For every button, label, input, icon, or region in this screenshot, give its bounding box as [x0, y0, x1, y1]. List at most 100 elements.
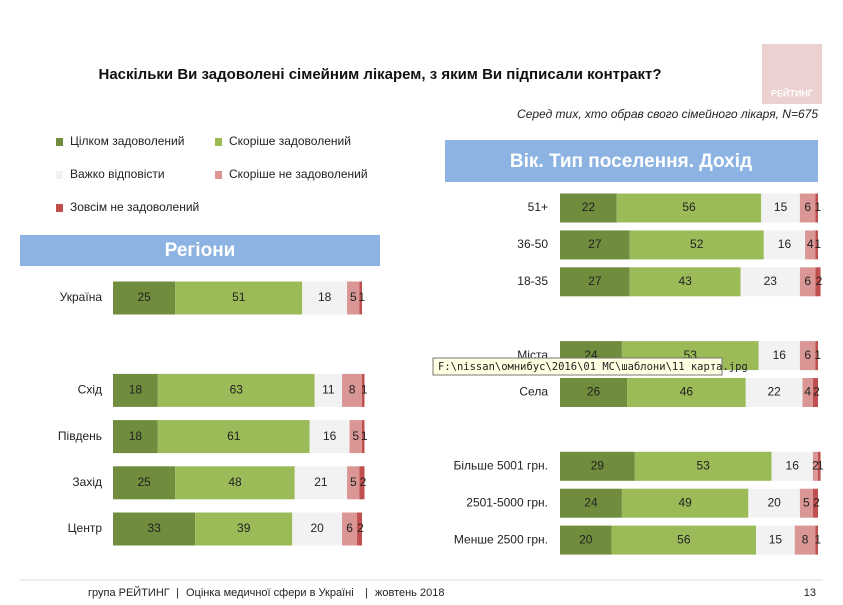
bar-segment — [292, 512, 343, 546]
value-label: 52 — [690, 237, 704, 251]
value-label: 2 — [357, 521, 364, 535]
bar-segment — [349, 420, 362, 454]
bar-segment — [157, 373, 315, 407]
bar-segment — [359, 466, 365, 500]
bar-segment — [815, 341, 818, 371]
bar-segment — [815, 267, 821, 297]
bar-segment — [818, 451, 821, 481]
value-label: 8 — [802, 532, 809, 546]
value-label: 6 — [804, 200, 811, 214]
category-label: Схід — [78, 383, 102, 397]
title: Наскільки Ви задоволені сімейним лікарем… — [98, 66, 661, 83]
value-label: 2 — [812, 458, 819, 472]
bar-segment — [195, 512, 293, 546]
value-label: 5 — [352, 429, 359, 443]
bar-segment — [611, 525, 757, 555]
bar-segment — [560, 230, 630, 260]
header-band — [445, 140, 818, 182]
value-label: 2 — [813, 495, 820, 509]
bar-segment — [616, 193, 762, 223]
bar-segment — [758, 341, 800, 371]
value-label: 22 — [767, 385, 781, 399]
value-label: 18 — [129, 429, 143, 443]
value-label: 1 — [814, 348, 821, 362]
bar-segment — [740, 267, 800, 297]
bar-segment — [812, 488, 818, 518]
value-label: 22 — [582, 200, 596, 214]
value-label: 5 — [350, 475, 357, 489]
legend-label: Цілком задоволений — [70, 134, 184, 148]
bar-segment — [309, 420, 350, 454]
value-label: 2 — [816, 274, 823, 288]
bar-segment — [113, 281, 176, 315]
bar-segment — [815, 525, 818, 555]
legend-label: Важко відповісти — [70, 167, 165, 181]
bar-segment — [113, 420, 158, 454]
separator: | — [365, 587, 368, 599]
value-label: 23 — [764, 274, 778, 288]
category-label: 2501-5000 грн. — [466, 495, 548, 509]
value-label: 1 — [814, 200, 821, 214]
bar-segment — [302, 281, 348, 315]
value-label: 43 — [678, 274, 692, 288]
bar-segment — [799, 488, 813, 518]
value-label: 15 — [769, 532, 783, 546]
bar-segment — [347, 466, 360, 500]
value-label: 6 — [346, 521, 353, 535]
value-label: 63 — [230, 383, 244, 397]
page-number: 13 — [804, 587, 816, 599]
value-label: 56 — [682, 200, 696, 214]
value-label: 16 — [773, 348, 787, 362]
category-label: Менше 2500 грн. — [454, 532, 548, 546]
legend-swatch — [215, 171, 222, 179]
value-label: 15 — [774, 200, 788, 214]
bar-segment — [748, 488, 800, 518]
bar-segment — [560, 525, 612, 555]
bar-segment — [362, 420, 365, 454]
value-label: 4 — [804, 385, 811, 399]
footer-date: жовтень 2018 — [375, 587, 444, 599]
bar-segment — [560, 378, 628, 407]
value-label: 33 — [147, 521, 161, 535]
value-label: 1 — [814, 532, 821, 546]
bar-segment — [794, 525, 816, 555]
value-label: 5 — [350, 290, 357, 304]
value-label: 27 — [588, 274, 602, 288]
category-label: Більше 5001 грн. — [454, 458, 548, 472]
logo-box — [762, 44, 822, 104]
subtitle: Серед тих, хто обрав свого сімейного лік… — [517, 107, 818, 121]
value-label: 51 — [232, 290, 246, 304]
value-label: 25 — [137, 475, 151, 489]
value-label: 6 — [804, 274, 811, 288]
bar-segment — [560, 488, 622, 518]
value-label: 18 — [129, 383, 143, 397]
value-label: 4 — [807, 237, 814, 251]
bar-segment — [634, 451, 772, 481]
value-label: 24 — [584, 495, 598, 509]
bar-segment — [815, 230, 818, 260]
bar-segment — [812, 378, 818, 407]
chart-title: Вік. Тип поселення. Дохід — [510, 151, 752, 172]
value-label: 16 — [778, 237, 792, 251]
legend-label: Скоріше задоволений — [229, 134, 351, 148]
bar-segment — [113, 466, 176, 500]
value-label: 20 — [311, 521, 325, 535]
bar-segment — [342, 373, 362, 407]
tooltip: F:\nissan\омнибус\2016\01 МС\шаблони\11 … — [438, 361, 748, 373]
bar-segment — [347, 281, 360, 315]
category-label: 36-50 — [517, 237, 548, 251]
bar-segment — [745, 378, 803, 407]
bar-segment — [560, 193, 617, 223]
value-label: 1 — [817, 458, 824, 472]
bar-segment — [357, 512, 362, 546]
logo: РЕЙТИНГ — [771, 87, 813, 98]
value-label: 48 — [228, 475, 242, 489]
bar-segment — [621, 488, 749, 518]
value-label: 53 — [697, 458, 711, 472]
bar-segment — [763, 230, 806, 260]
value-label: 1 — [814, 237, 821, 251]
charts: Цілком задоволений Скоріше задоволений Важ… — [56, 134, 824, 555]
bar-segment — [627, 378, 746, 407]
value-label: 18 — [318, 290, 332, 304]
